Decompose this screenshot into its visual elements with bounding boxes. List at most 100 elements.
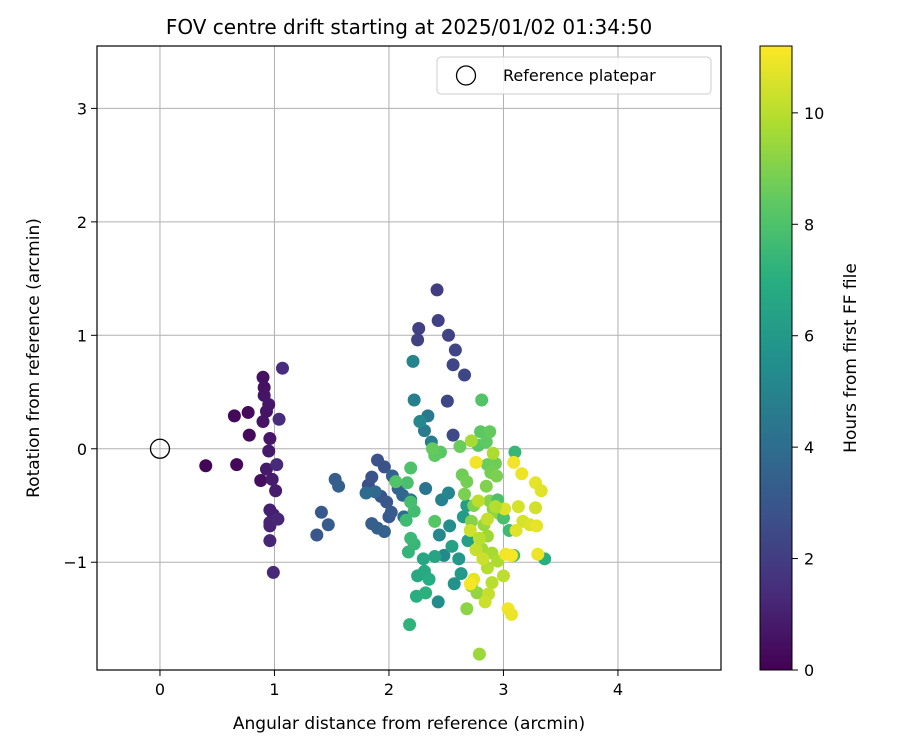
data-point	[445, 539, 459, 553]
y-tick-label: 0	[77, 440, 87, 459]
data-point	[504, 607, 518, 621]
data-point	[447, 577, 461, 591]
data-point	[461, 534, 475, 548]
data-point	[469, 543, 483, 557]
data-point	[314, 505, 328, 519]
data-point	[266, 565, 280, 579]
data-point	[485, 576, 499, 590]
data-point	[432, 528, 446, 542]
data-point	[460, 475, 474, 489]
data-point	[442, 486, 456, 500]
legend-box	[436, 56, 712, 95]
data-point	[263, 432, 277, 446]
data-point	[400, 476, 414, 490]
x-tick-label: 0	[155, 680, 165, 699]
data-point	[531, 547, 545, 561]
data-point	[488, 500, 502, 514]
data-point	[446, 428, 460, 442]
data-point	[458, 368, 472, 382]
data-point	[399, 513, 413, 527]
legend-entry-label: Reference platepar	[503, 66, 656, 85]
data-point	[440, 394, 454, 408]
data-point	[263, 534, 277, 548]
data-point	[404, 531, 418, 545]
data-point	[430, 283, 444, 297]
data-point	[452, 552, 466, 566]
data-point	[442, 328, 456, 342]
data-point	[270, 458, 284, 472]
data-point	[259, 462, 273, 476]
data-point	[509, 523, 523, 537]
data-point	[504, 548, 518, 562]
data-point	[262, 398, 276, 412]
data-point	[476, 552, 490, 566]
data-point	[242, 428, 256, 442]
x-axis-label: Angular distance from reference (arcmin)	[233, 714, 585, 734]
data-point	[474, 425, 488, 439]
data-point	[530, 519, 544, 533]
data-point	[241, 405, 255, 419]
legend-marker-icon	[455, 65, 477, 86]
data-point	[431, 595, 445, 609]
data-point	[321, 518, 335, 532]
colorbar-ticks: 0 2 4 6 8 10	[792, 104, 824, 680]
colorbar-tick-label: 2	[804, 550, 814, 569]
data-point	[227, 409, 241, 423]
data-point	[419, 481, 433, 495]
data-point	[384, 505, 398, 519]
data-point	[199, 459, 213, 473]
data-point	[365, 470, 379, 484]
data-point	[508, 445, 522, 459]
data-point	[404, 495, 418, 509]
data-point	[479, 479, 493, 493]
data-point	[411, 333, 425, 347]
data-point	[256, 415, 270, 429]
data-points	[199, 283, 552, 661]
x-axis-ticks: 0 1 2 3 4	[155, 670, 623, 699]
x-tick-label: 2	[384, 680, 394, 699]
data-point	[460, 602, 474, 616]
reference-layer	[149, 438, 171, 459]
data-point	[425, 442, 439, 456]
data-point	[472, 647, 486, 661]
data-point	[275, 361, 289, 375]
x-tick-label: 1	[269, 680, 279, 699]
x-tick-label: 4	[613, 680, 623, 699]
data-point	[534, 484, 548, 498]
data-point	[416, 552, 430, 566]
data-point	[359, 486, 373, 500]
grid	[97, 46, 721, 670]
data-point	[483, 425, 497, 439]
data-point	[490, 469, 504, 483]
data-point	[454, 567, 468, 581]
data-point	[507, 455, 521, 469]
data-point	[404, 461, 418, 475]
data-point	[262, 444, 276, 458]
data-point	[377, 525, 391, 539]
data-point	[511, 500, 525, 514]
data-point	[453, 439, 467, 453]
data-point	[480, 512, 494, 526]
colorbar-tick-label: 4	[804, 438, 814, 457]
y-tick-label: 3	[77, 99, 87, 118]
y-tick-label: 1	[77, 326, 87, 345]
data-point	[475, 393, 489, 407]
data-point	[515, 467, 529, 481]
y-tick-label: −1	[63, 553, 87, 572]
data-point	[412, 322, 426, 336]
data-point	[403, 618, 417, 632]
colorbar	[759, 45, 793, 671]
data-point	[479, 435, 493, 449]
data-point	[428, 514, 442, 528]
colorbar-tick-label: 10	[804, 104, 824, 123]
data-point	[310, 528, 324, 542]
colorbar-tick-label: 0	[804, 661, 814, 680]
data-point	[272, 412, 286, 426]
chart-title: FOV centre drift starting at 2025/01/02 …	[166, 15, 652, 39]
data-point	[269, 484, 283, 498]
data-point	[230, 458, 244, 472]
data-point	[332, 479, 346, 493]
data-point	[448, 343, 462, 357]
data-point	[486, 446, 500, 460]
